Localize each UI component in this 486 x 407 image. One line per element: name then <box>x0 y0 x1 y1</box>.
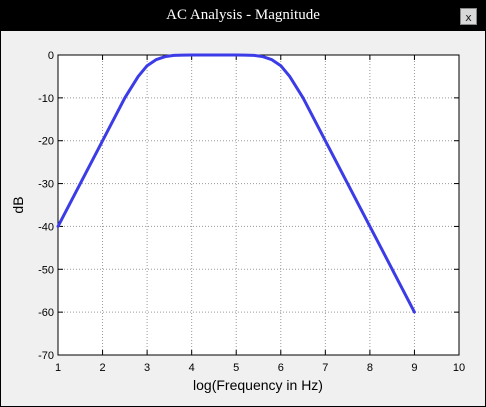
x-tick-label: 4 <box>189 362 195 374</box>
x-tick-label: 3 <box>144 362 150 374</box>
x-axis-label: log(Frequency in Hz) <box>193 377 323 393</box>
series-layer <box>56 53 416 314</box>
chart-area: 1 2 3 4 5 6 7 8 9 10 0 -10 -20 -30 -40 -50 -60 -70 log(Fr… <box>10 50 465 393</box>
x-tick-label: 5 <box>233 362 239 374</box>
close-button[interactable]: x <box>460 8 477 25</box>
x-tick-label: 9 <box>411 362 417 374</box>
plot-background <box>58 55 459 355</box>
y-tick-label: 0 <box>48 50 54 62</box>
x-tick-label: 8 <box>367 362 373 374</box>
axis-ticks: 1 2 3 4 5 6 7 8 9 10 0 -10 -20 -30 -40 -50 -60 -70 <box>38 50 465 374</box>
x-tick-label: 1 <box>55 362 61 374</box>
x-tick-label: 7 <box>322 362 328 374</box>
y-tick-label: -50 <box>38 264 54 276</box>
x-tick-label: 10 <box>453 362 465 374</box>
y-tick-label: -20 <box>38 136 54 148</box>
window-title: AC Analysis - Magnitude <box>166 7 320 23</box>
y-axis-label: dB <box>10 196 26 213</box>
y-tick-label: -60 <box>38 307 54 319</box>
series-line <box>56 53 416 314</box>
x-tick-label: 6 <box>278 362 284 374</box>
y-tick-label: -40 <box>38 221 54 233</box>
y-tick-label: -70 <box>38 350 54 362</box>
y-tick-label: -10 <box>38 93 54 105</box>
x-tick-label: 2 <box>99 362 105 374</box>
grid-lines <box>58 55 459 355</box>
y-tick-label: -30 <box>38 179 54 191</box>
title-bar[interactable]: AC Analysis - Magnitude x <box>1 1 485 31</box>
